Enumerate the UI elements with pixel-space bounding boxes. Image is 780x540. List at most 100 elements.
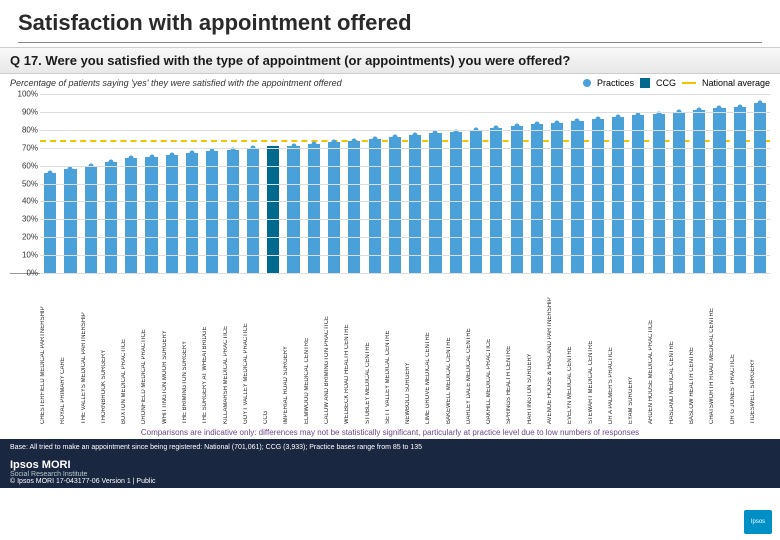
x-label: CHATSWORTH ROAD MEDICAL CENTRE <box>709 276 729 426</box>
practice-bar <box>409 135 421 273</box>
title-underline <box>18 42 762 43</box>
y-tick-label: 0% <box>10 269 38 278</box>
x-label: SPRINGS HEALTH CENTRE <box>506 276 526 426</box>
practice-dot <box>514 124 519 129</box>
practice-dot <box>48 170 53 175</box>
chart-subtitle: Percentage of patients saying 'yes' they… <box>10 78 583 88</box>
gridline <box>40 148 770 149</box>
practice-dot <box>392 134 397 139</box>
practice-bar <box>653 114 665 273</box>
practice-dot <box>210 149 215 154</box>
x-label: BUXTON MEDICAL PRACTICE <box>121 276 141 426</box>
y-tick-label: 40% <box>10 197 38 206</box>
practice-bar <box>551 123 563 273</box>
x-label: EVELYN MEDICAL CENTRE <box>567 276 587 426</box>
practice-dot <box>575 118 580 123</box>
practice-bar <box>632 115 644 273</box>
x-label: WHITTINGTON MOOR SURGERY <box>162 276 182 426</box>
practice-bar <box>389 137 401 273</box>
practice-bar <box>713 108 725 273</box>
practice-dot <box>413 133 418 138</box>
y-tick-label: 70% <box>10 143 38 152</box>
practice-dot <box>555 120 560 125</box>
x-label: LIME GROVE MEDICAL CENTRE <box>425 276 445 426</box>
practice-dot <box>129 156 134 161</box>
practice-dot <box>616 115 621 120</box>
gridline <box>40 184 770 185</box>
practice-dot <box>68 167 73 172</box>
footer-copy: © Ipsos MORI 17-043177-06 Version 1 | Pu… <box>10 478 156 485</box>
practice-dot <box>108 160 113 165</box>
ipsos-logo-icon: Ipsos <box>744 510 772 534</box>
y-tick-label: 80% <box>10 125 38 134</box>
x-label: CALOW AND BRIMINGTON PRACTICE <box>324 276 344 426</box>
x-label: DR G JONES' PRACTICE <box>730 276 750 426</box>
comparison-note: Comparisons are indicative only: differe… <box>0 426 780 439</box>
x-label: HARTINGTON SURGERY <box>527 276 547 426</box>
practice-dot <box>717 106 722 111</box>
practice-dot <box>352 138 357 143</box>
x-label: KILLAMARSH MEDICAL PRACTICE <box>223 276 243 426</box>
x-label: STUBLEY MEDICAL CENTRE <box>365 276 385 426</box>
gridline <box>40 166 770 167</box>
practice-dot <box>595 117 600 122</box>
x-label: AVENUE HOUSE & HASLAND PARTNERSHIP <box>547 276 567 426</box>
practice-dot <box>636 113 641 118</box>
practice-dot <box>433 131 438 136</box>
y-tick-label: 100% <box>10 90 38 99</box>
x-label: GOYT VALLEY MEDICAL PRACTICE <box>243 276 263 426</box>
x-label: ROYAL PRIMARY CARE <box>60 276 80 426</box>
practice-bar <box>328 142 340 273</box>
legend-practices-label: Practices <box>597 78 634 88</box>
base-text: Base: All tried to make an appointment s… <box>0 439 780 456</box>
y-tick-label: 30% <box>10 215 38 224</box>
practice-bar <box>369 139 381 273</box>
practice-bar <box>612 117 624 273</box>
practice-dot <box>332 140 337 145</box>
x-label: THORNBROOK SURGERY <box>101 276 121 426</box>
practice-bar <box>308 144 320 273</box>
gridline <box>40 273 770 274</box>
x-label: TIDESWELL SURGERY <box>750 276 770 426</box>
practice-bar <box>693 110 705 273</box>
gridline <box>40 94 770 95</box>
practice-bar <box>734 107 746 273</box>
practice-dot <box>757 100 762 105</box>
practice-bar <box>64 169 76 273</box>
x-label: HASLAND MEDICAL CENTRE <box>669 276 689 426</box>
legend-practices-dot <box>583 79 591 87</box>
x-label: IMPERIAL ROAD SURGERY <box>283 276 303 426</box>
x-label: THE SURGERY AT WHEATBRIDGE <box>202 276 222 426</box>
x-axis-labels: CHESTERFIELD MEDICAL PARTNERSHIPROYAL PR… <box>40 276 770 426</box>
x-label: WELBECK ROAD HEALTH CENTRE <box>344 276 364 426</box>
footer-brand: Ipsos MORI <box>10 459 150 471</box>
practice-dot <box>737 104 742 109</box>
gridline <box>40 255 770 256</box>
practice-bar <box>348 141 360 273</box>
page-number: 27 <box>384 512 395 523</box>
x-label: ELMWOOD MEDICAL CENTRE <box>304 276 324 426</box>
footer: Ipsos MORI Social Research Institute © I… <box>0 456 780 488</box>
y-tick-label: 60% <box>10 161 38 170</box>
x-label: SETT VALLEY MEDICAL CENTRE <box>385 276 405 426</box>
gridline <box>40 130 770 131</box>
practice-bar <box>44 173 56 273</box>
practice-dot <box>169 152 174 157</box>
question-bar: Q 17. Were you satisfied with the type o… <box>0 47 780 74</box>
practice-dot <box>311 142 316 147</box>
legend-national-label: National average <box>702 78 770 88</box>
practice-dot <box>149 154 154 159</box>
practice-bar <box>571 121 583 273</box>
practice-bar <box>673 112 685 273</box>
gridline <box>40 237 770 238</box>
x-label: DRONFIELD MEDICAL PRACTICE <box>141 276 161 426</box>
y-tick-label: 20% <box>10 233 38 242</box>
practice-bar <box>105 162 117 273</box>
practice-bar <box>429 133 441 273</box>
x-label: BASLOW HEALTH CENTRE <box>689 276 709 426</box>
gridline <box>40 112 770 113</box>
x-label: DR A PALMER'S PRACTICE <box>608 276 628 426</box>
x-label: DARLEY DALE MEDICAL CENTRE <box>466 276 486 426</box>
x-label: CHESTERFIELD MEDICAL PARTNERSHIP <box>40 276 60 426</box>
x-label: THE VALLEYS MEDICAL PARTNERSHIP <box>81 276 101 426</box>
